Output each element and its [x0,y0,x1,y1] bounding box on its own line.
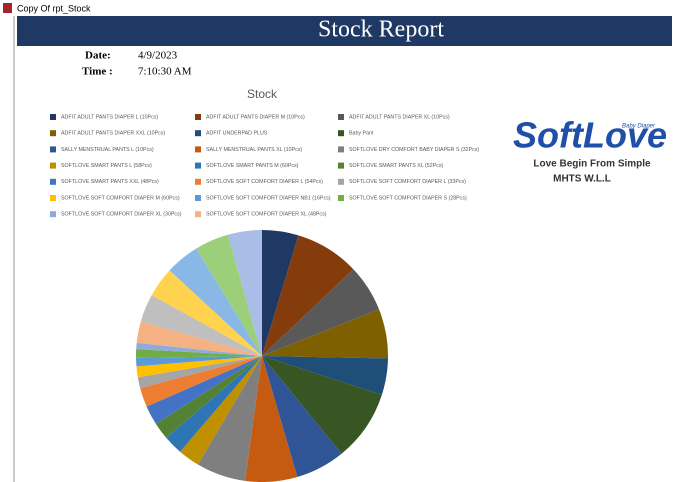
pie-slice [169,248,262,356]
pie-slice [140,356,262,407]
legend-label: ADFIT UNDERPAD PLUS [206,131,268,137]
legend-label: SOFTLOVE SMART PANTS M (60Pcs) [206,163,299,169]
legend-swatch [50,195,56,201]
pie-slice [136,342,262,356]
pie-slice [262,356,342,477]
legend-label: SOFTLOVE SOFT COMFORT DIAPER NB1 (16Pcs) [206,195,331,201]
legend-swatch [338,178,344,185]
legend-swatch [50,178,56,185]
pie-slice [136,356,262,367]
legend-label: SOFTLOVE SMART PANTS XXL (48Pcs) [61,179,159,185]
pie-slice [140,295,262,356]
report-title: Stock Report [318,17,444,43]
legend-swatch [195,211,201,218]
legend-swatch [195,114,201,120]
legend-label: SOFTLOVE SOFT COMFORT DIAPER M (60Pcs) [61,195,180,201]
legend-swatch [195,195,201,201]
legend-swatch [338,114,344,120]
chart-title: Stock [247,87,278,101]
legend-swatch [50,114,56,120]
logo-slogan: Love Begin From Simple [533,159,651,170]
pie-slice [262,269,380,356]
legend-swatch [338,130,344,137]
legend-label: SOFTLOVE SMART PANTS L (58Pcs) [61,163,152,169]
legend-label: SOFTLOVE SOFT COMFORT DIAPER XL (48Pcs) [206,212,327,218]
legend-label: ADFIT ADULT PANTS DIAPER L (10Pcs) [61,114,158,120]
legend-swatch [50,146,56,153]
pie-slice [180,356,262,465]
logo-brand: SoftLove [513,115,667,156]
pie-slice [136,321,262,356]
legend-label: SOFTLOVE SOFT COMFORT DIAPER XL (30Pcs) [61,212,182,218]
legend-label: SALLY MENSTRUAL PANTS L (10Pcs) [61,147,154,153]
app-icon [3,3,12,13]
legend-label: Baby Pant [349,131,374,137]
legend-label: SOFTLOVE SOFT COMFORT DIAPER L (54Pcs) [206,179,323,185]
pie-slice [197,356,262,481]
time-value: 7:10:30 AM [138,66,192,78]
legend-swatch [50,211,56,218]
pie-slice [262,356,388,395]
pie-slice [155,356,262,438]
date-label: Date: [85,50,111,62]
legend-swatch [195,146,201,153]
legend-label: SALLY MENSTRUAL PANTS XL (10Pcs) [206,147,302,153]
window-title: Copy Of rpt_Stock [17,3,91,13]
legend-swatch [338,146,344,153]
pie-slice [262,230,299,356]
legend-swatch [50,130,56,137]
logo-company: MHTS W.L.L [553,174,611,185]
pie-slice [146,356,262,424]
pie-slice [245,356,298,482]
time-label: Time : [82,66,113,78]
legend-swatch [50,162,56,169]
legend-label: SOFTLOVE SOFT COMFORT DIAPER S (28Pcs) [349,195,467,201]
legend-swatch [338,195,344,201]
legend-swatch [195,162,201,169]
legend-label: SOFTLOVE SOFT COMFORT DIAPER L (33Pcs) [349,179,466,185]
legend-label: SOFTLOVE DRY COMFORT BABY DIAPER S (32Pc… [349,147,479,153]
title-bar [0,0,680,16]
legend-swatch [195,130,201,137]
pie-slice [196,234,262,356]
legend-swatch [195,178,201,185]
pie-slice [137,356,262,389]
legend-label: ADFIT ADULT PANTS DIAPER XL (10Pcs) [349,114,450,120]
pie-slice [227,230,262,356]
pie-slice [136,349,262,358]
pie-slice [262,356,382,454]
legend-label: SOFTLOVE SMART PANTS XL (52Pcs) [349,163,444,169]
legend-label: ADFIT ADULT PANTS DIAPER XXL (10Pcs) [61,131,165,137]
legend-swatch [338,162,344,169]
logo-tag: Baby Diaper [622,124,656,130]
date-value: 4/9/2023 [138,50,178,62]
pie-slice [262,235,354,356]
pie-slice [166,356,262,452]
pie-slice [136,356,262,378]
header-bar [17,16,672,46]
pie-slice [262,309,389,359]
pie-slice [151,270,262,356]
legend-label: ADFIT ADULT PANTS DIAPER M (10Pcs) [206,114,305,120]
